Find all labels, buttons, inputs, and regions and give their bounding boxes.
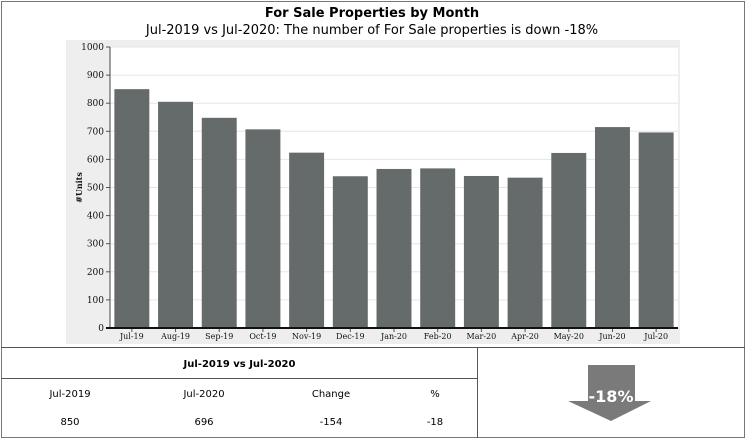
x-tick-label: Apr-20 bbox=[510, 332, 539, 341]
y-tick-label: 700 bbox=[87, 127, 104, 137]
summary-title: Jul-2019 vs Jul-2020 bbox=[183, 359, 296, 370]
bar bbox=[158, 101, 194, 328]
x-tick-label: Feb-20 bbox=[424, 332, 452, 341]
y-tick-label: 100 bbox=[87, 296, 104, 306]
bar bbox=[114, 89, 150, 329]
change-indicator: -18% bbox=[478, 348, 745, 438]
x-tick-label: Jul-19 bbox=[119, 332, 144, 341]
x-tick-label: Jun-20 bbox=[598, 332, 625, 341]
bar bbox=[594, 127, 630, 329]
bar-chart: 0 100 200 300 400 500 600 700 800 900 1000 #Units Ju… bbox=[66, 40, 680, 344]
y-tick-label: 600 bbox=[87, 155, 104, 165]
chart-title: For Sale Properties by Month bbox=[264, 6, 480, 21]
bar bbox=[201, 117, 237, 328]
y-tick-label: 400 bbox=[87, 212, 104, 222]
value-percent: -18 bbox=[426, 417, 444, 428]
bar bbox=[289, 152, 325, 328]
bar bbox=[638, 132, 674, 328]
x-tick-label: Jul-20 bbox=[643, 332, 668, 341]
bar bbox=[551, 152, 587, 328]
summary-rule bbox=[1, 378, 478, 379]
header-jul-2020: Jul-2020 bbox=[183, 389, 225, 400]
x-tick-label: Nov-19 bbox=[292, 332, 321, 341]
y-tick-label: 900 bbox=[87, 71, 104, 81]
bar bbox=[420, 168, 456, 328]
value-change: -154 bbox=[319, 417, 343, 428]
y-tick-label: 500 bbox=[87, 184, 104, 194]
x-tick-label: Sep-19 bbox=[205, 332, 233, 341]
header-change: Change bbox=[311, 389, 351, 400]
x-tick-label: Dec-19 bbox=[336, 332, 365, 341]
y-tick-label: 0 bbox=[98, 324, 104, 334]
x-tick-label: Aug-19 bbox=[160, 332, 190, 341]
bar bbox=[463, 175, 499, 328]
change-indicator-label: -18% bbox=[588, 387, 634, 406]
down-arrow-icon bbox=[568, 365, 651, 421]
x-tick-label: Mar-20 bbox=[467, 332, 497, 341]
value-jul-2019: 850 bbox=[60, 417, 80, 428]
value-jul-2020: 696 bbox=[194, 417, 214, 428]
summary-table: Jul-2019 vs Jul-2020 Jul-2019 Jul-2020 C… bbox=[1, 348, 478, 438]
x-tick-label: Oct-19 bbox=[249, 332, 276, 341]
chart-subtitle: Jul-2019 vs Jul-2020: The number of For … bbox=[145, 23, 599, 38]
section-divider bbox=[1, 347, 745, 348]
x-tick-label: May-20 bbox=[554, 332, 584, 341]
header-percent: % bbox=[430, 389, 440, 400]
header-jul-2019: Jul-2019 bbox=[49, 389, 91, 400]
y-axis-label: #Units bbox=[74, 172, 84, 203]
y-tick-label: 200 bbox=[87, 268, 104, 278]
bar bbox=[245, 129, 281, 328]
bar bbox=[376, 168, 412, 328]
bar bbox=[332, 176, 368, 328]
y-tick-label: 800 bbox=[87, 99, 104, 109]
y-tick-label: 1000 bbox=[81, 43, 104, 53]
bar bbox=[507, 177, 543, 328]
x-tick-label: Jan-20 bbox=[380, 332, 407, 341]
y-tick-label: 300 bbox=[87, 240, 104, 250]
